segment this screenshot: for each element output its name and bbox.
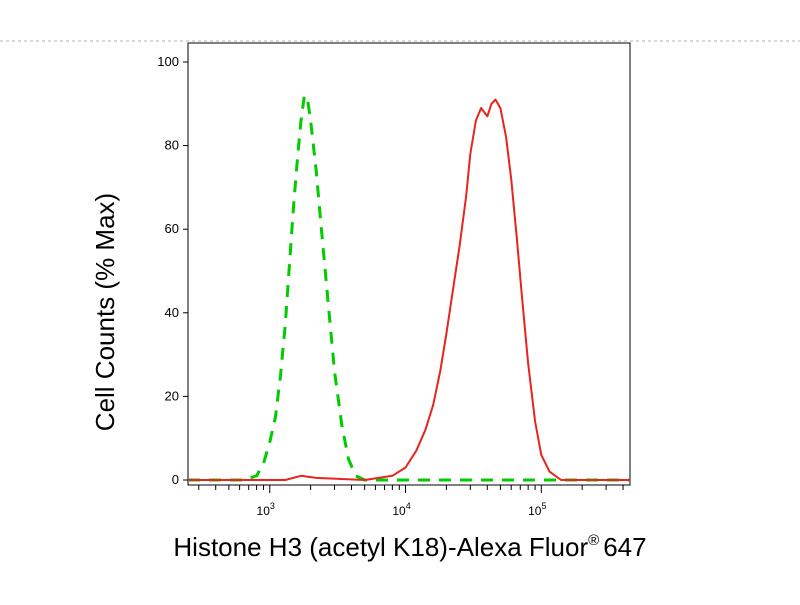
y-tick-label: 80 [165,138,179,153]
y-tick-label: 40 [165,305,179,320]
x-tick-label-base: 10 [257,504,271,518]
x-tick-label-exponent: 4 [406,501,411,511]
x-tick-label: 104 [392,501,410,518]
x-tick-label: 105 [528,501,546,518]
y-tick-label: 20 [165,388,179,403]
x-axis: 103 104 105 [198,485,624,518]
y-tick-label: 60 [165,221,179,236]
x-tick-label-exponent: 5 [541,501,546,511]
x-axis-title-main: Histone H3 (acetyl K18)-Alexa Fluor [173,532,588,562]
solid-red-histogram-line [188,98,630,481]
y-tick-label: 0 [172,472,179,487]
series-group [188,93,630,482]
x-axis-title: Histone H3 (acetyl K18)-Alexa Fluor® 647 [173,532,646,562]
dashed-green-histogram-line [188,93,630,482]
x-axis-title-registered-mark: ® [588,532,599,549]
x-tick-label-exponent: 3 [270,501,275,511]
y-axis: 0 20 40 60 80 100 [157,54,188,487]
y-tick-label: 100 [157,54,179,69]
plot-frame [187,42,631,486]
x-tick-label-base: 10 [392,504,406,518]
x-tick-label-base: 10 [528,504,542,518]
x-tick-label: 103 [257,501,275,518]
x-axis-title-suffix: 647 [603,532,646,562]
y-axis-title: Cell Counts (% Max) [90,193,120,431]
